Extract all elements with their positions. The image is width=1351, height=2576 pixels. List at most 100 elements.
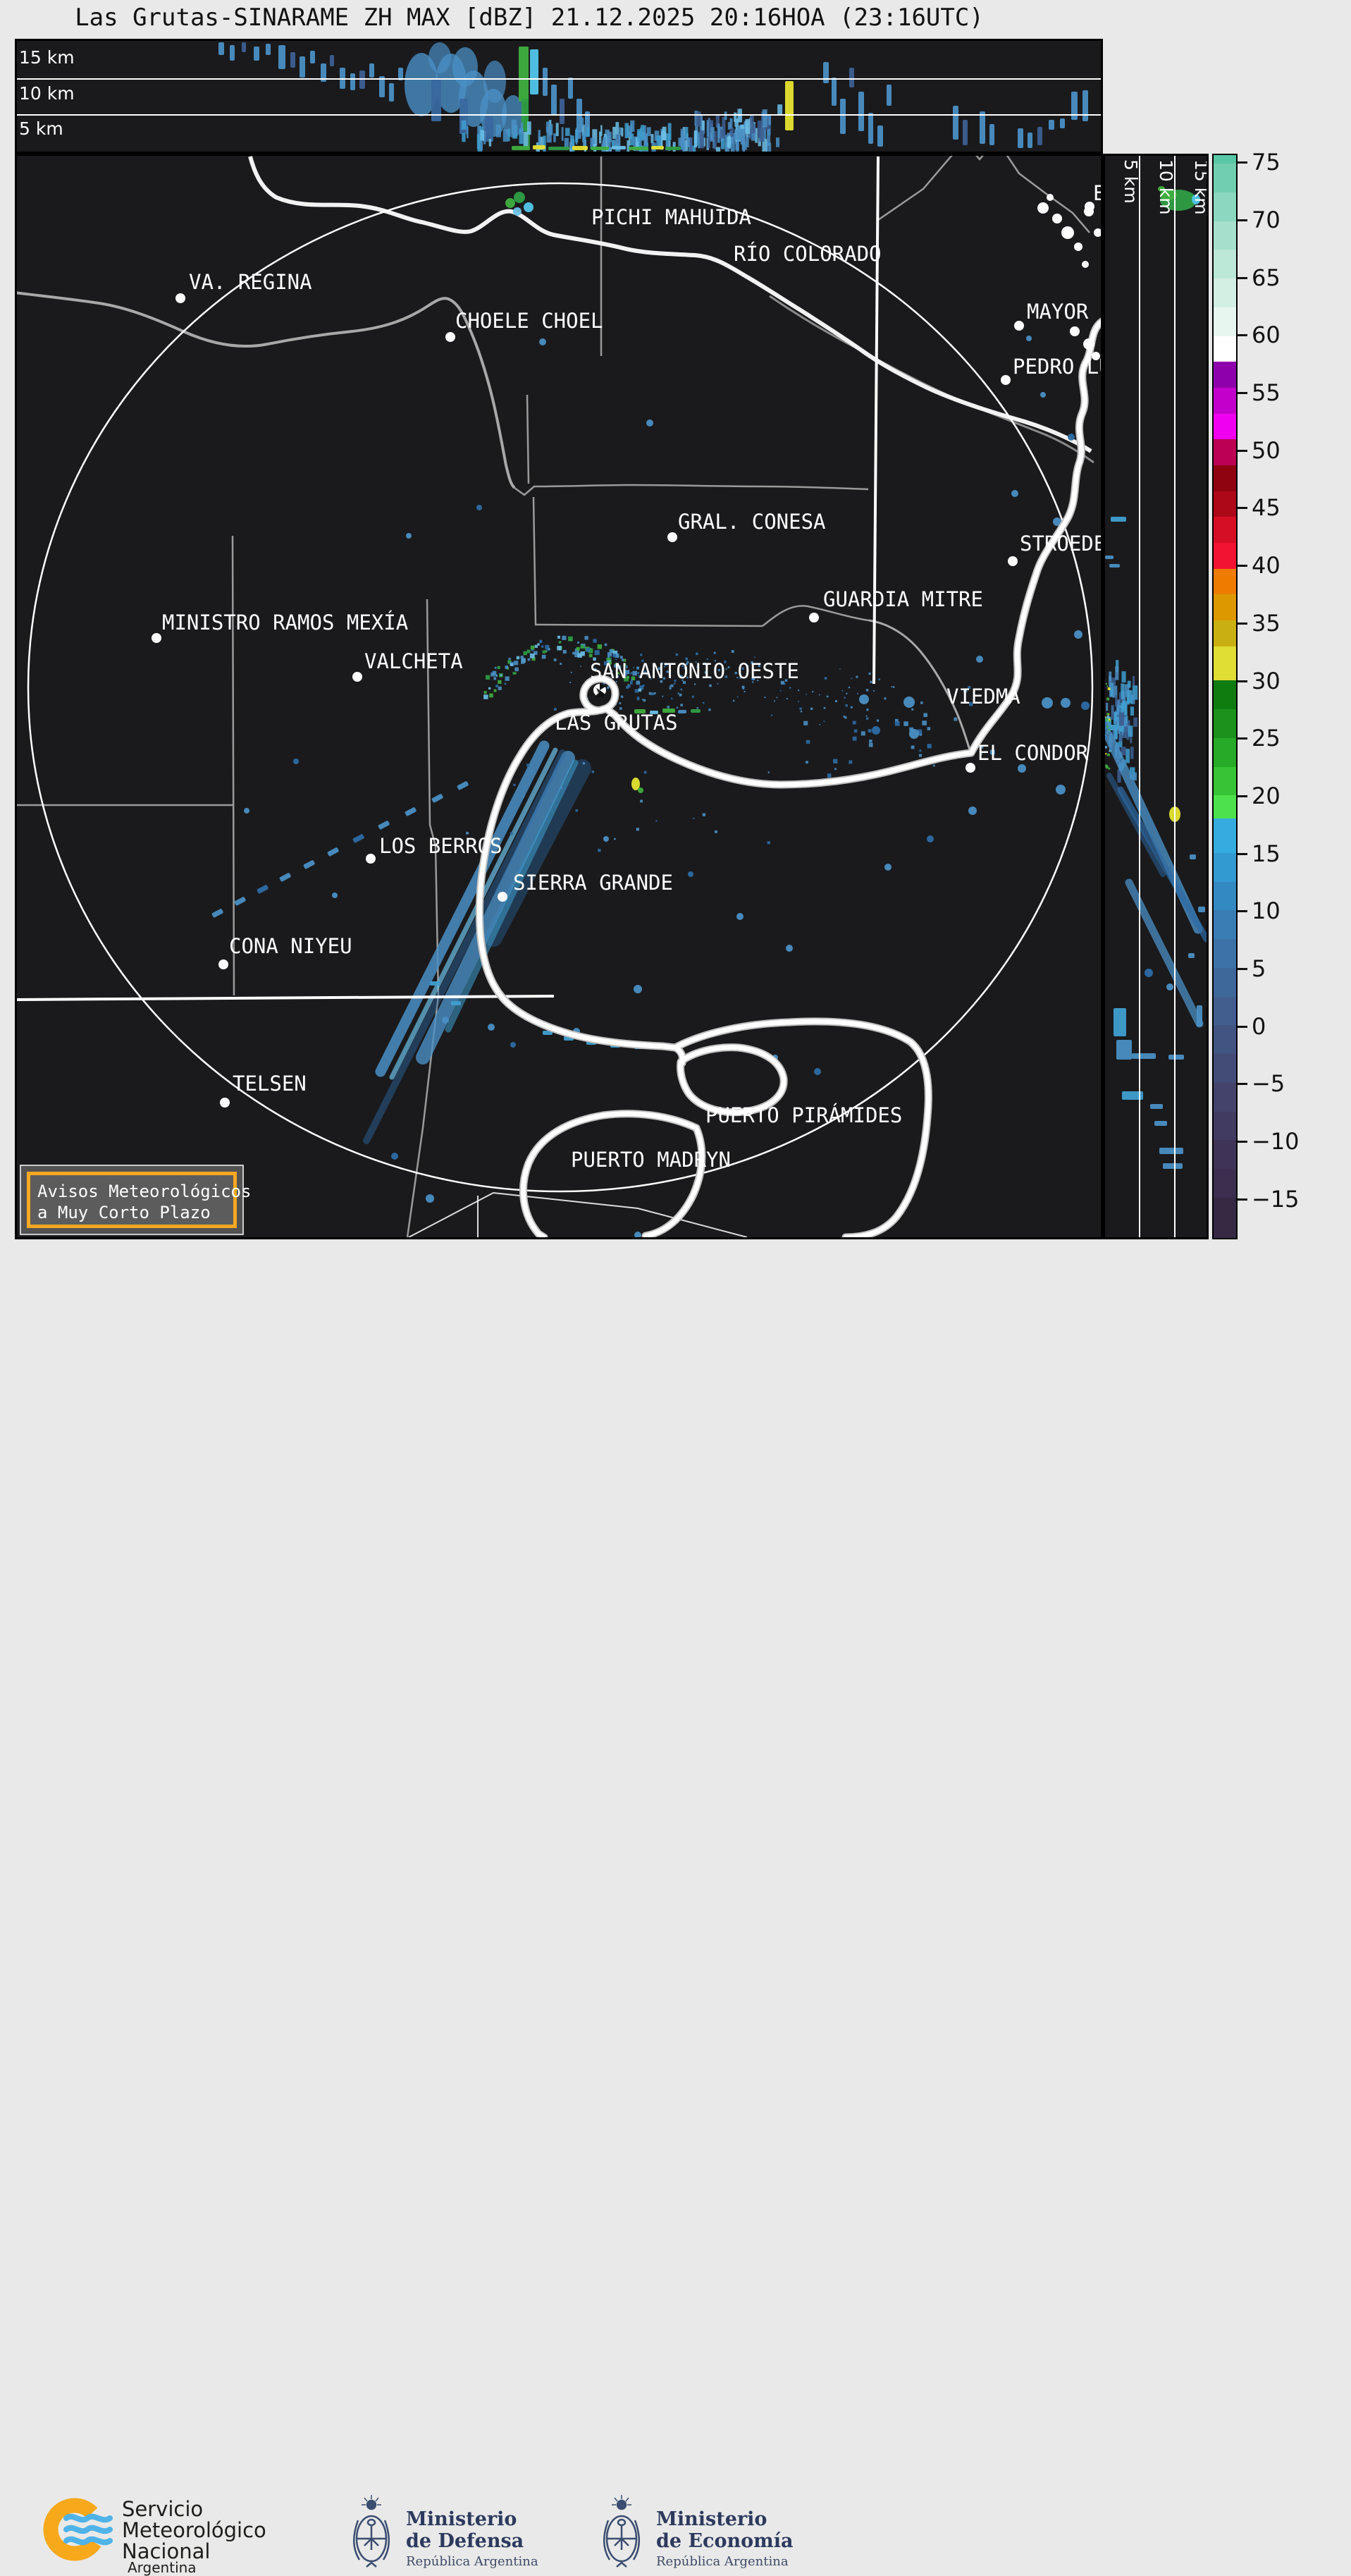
- top-cross-section-panel: [15, 39, 1103, 154]
- echo: [572, 146, 588, 150]
- echo: [1121, 683, 1125, 697]
- city-label: MAYOR B: [1027, 300, 1101, 324]
- echo: [679, 675, 683, 678]
- echo: [516, 656, 520, 660]
- echo: [570, 671, 572, 673]
- echo: [866, 709, 869, 711]
- echo: [523, 651, 528, 656]
- echo: [918, 754, 923, 757]
- echo: [1106, 773, 1166, 877]
- echo: [574, 652, 579, 658]
- echo: [693, 130, 698, 148]
- echo: [582, 762, 586, 765]
- rio-colorado: [248, 156, 1092, 453]
- echo: [406, 533, 412, 539]
- echo: [1110, 682, 1114, 697]
- city-dot: [498, 892, 507, 902]
- echo: [689, 137, 693, 152]
- echo: [575, 809, 579, 812]
- city-dot: [1085, 202, 1094, 211]
- echo: [752, 681, 754, 683]
- echo: [533, 651, 538, 655]
- echo: [617, 672, 620, 675]
- echo: [1108, 767, 1111, 770]
- echo: [1042, 697, 1053, 709]
- echo: [630, 120, 635, 133]
- echo: [530, 49, 538, 94]
- echo: [1105, 716, 1110, 730]
- echo: [767, 841, 770, 845]
- echo: [489, 693, 493, 698]
- echo: [1106, 685, 1108, 687]
- echo: [1109, 676, 1111, 688]
- radar-range-ring: [27, 182, 1094, 1193]
- city-label: TELSEN: [233, 1072, 307, 1096]
- colorbar-tick: [1238, 334, 1247, 337]
- echo: [327, 847, 339, 857]
- echo: [968, 686, 971, 689]
- echo: [878, 678, 881, 681]
- echo: [627, 125, 631, 137]
- echo: [1068, 434, 1075, 441]
- echo: [507, 128, 510, 142]
- colorbar-tick-label: 70: [1252, 206, 1281, 233]
- echo: [643, 135, 647, 152]
- colorbar-segment: [1214, 388, 1236, 414]
- echo: [671, 697, 673, 699]
- echo: [603, 836, 609, 842]
- echo: [1127, 690, 1133, 704]
- echo: [714, 130, 717, 150]
- altitude-label: 10 km: [1156, 159, 1176, 215]
- echo: [476, 134, 481, 149]
- echo: [739, 677, 741, 679]
- defensa-coat-of-arms-icon: [353, 2495, 390, 2568]
- echo: [724, 661, 727, 663]
- colorbar-segment: [1214, 517, 1236, 543]
- echo: [686, 676, 689, 679]
- echo: [431, 79, 441, 121]
- echo: [634, 1232, 641, 1237]
- echo: [1123, 717, 1127, 723]
- echo: [848, 686, 851, 689]
- echo: [476, 505, 482, 510]
- echo: [750, 115, 754, 134]
- echo: [634, 709, 646, 713]
- echo: [1122, 1091, 1143, 1100]
- echo: [1160, 189, 1177, 200]
- echo: [810, 707, 813, 710]
- echo: [1117, 769, 1121, 783]
- echo: [1106, 702, 1109, 711]
- echo: [636, 828, 639, 831]
- echo: [611, 140, 615, 148]
- echo: [1130, 694, 1135, 704]
- echo: [884, 864, 892, 871]
- echo: [710, 127, 715, 142]
- colorbar-segment: [1214, 221, 1236, 250]
- defensa-text: Ministerio de Defensa República Argentin…: [406, 2508, 538, 2569]
- echo: [696, 652, 698, 656]
- echo: [747, 665, 749, 667]
- echo: [669, 685, 671, 687]
- colorbar-segment: [1214, 465, 1236, 491]
- echo: [529, 653, 535, 658]
- economia-text: Ministerio de Economía República Argenti…: [656, 2508, 793, 2569]
- echo: [560, 99, 565, 124]
- echo: [211, 909, 223, 918]
- echo: [1115, 695, 1118, 707]
- echo: [769, 676, 771, 678]
- echo: [706, 658, 708, 660]
- echo: [621, 658, 624, 661]
- echo: [612, 654, 617, 658]
- warning-box[interactable]: Avisos Meteorológicos a Muy Corto Plazo: [20, 1165, 251, 1235]
- echo: [519, 128, 524, 145]
- echo: [576, 646, 580, 651]
- echo: [1159, 1148, 1183, 1154]
- echo: [604, 643, 607, 646]
- echo: [892, 686, 895, 688]
- echo: [636, 666, 640, 670]
- colorbar-segment: [1214, 818, 1236, 853]
- ministry-line: de Defensa: [406, 2530, 524, 2552]
- echo: [580, 666, 581, 667]
- echo: [485, 116, 493, 142]
- echo: [405, 53, 438, 116]
